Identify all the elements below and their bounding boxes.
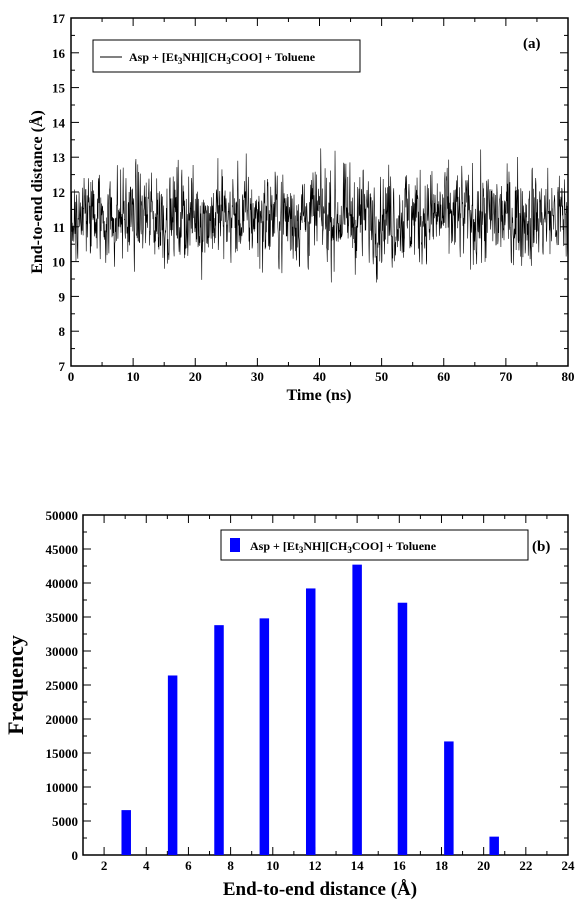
panel-b-x-tick-label: 4: [143, 858, 150, 873]
panel-a-x-tick-label: 40: [313, 369, 326, 384]
panel-a-x-tick-label: 0: [68, 369, 75, 384]
panel-b-bar: [167, 675, 178, 855]
panel-b-y-tick-label: 20000: [46, 712, 79, 727]
panel-b-bar: [121, 810, 131, 855]
panel-b-bar: [444, 741, 454, 855]
panel-b-x-tick-label: 2: [101, 858, 108, 873]
panel-a-legend-box: [92, 39, 361, 73]
panel-b-y-tick-label: 25000: [46, 678, 79, 693]
panel-b-bar: [214, 625, 224, 855]
panel-b-x-tick-label: 12: [308, 858, 321, 873]
panel-b-y-axis-title: Frequency: [3, 635, 28, 735]
panel-a-y-tick-label: 10: [52, 255, 65, 270]
panel-b-x-tick-label: 22: [519, 858, 532, 873]
panel-a-x-tick-label: 60: [437, 369, 450, 384]
panel-b-label: (b): [532, 539, 550, 555]
panel-b-y-tick-label: 10000: [46, 780, 79, 795]
panel-a-series-line: [70, 148, 569, 283]
panel-a-y-tick-label: 8: [59, 324, 66, 339]
panel-a-x-tick-label: 80: [562, 369, 575, 384]
panel-a-x-tick-label: 30: [251, 369, 264, 384]
panel-b-legend-label: Asp + [Et3NH][CH3COO] + Toluene: [250, 539, 437, 555]
panel-b-y-tick-label: 5000: [52, 814, 78, 829]
panel-b-x-axis-title: End-to-end distance (Å): [223, 879, 417, 900]
panel-a-y-tick-label: 11: [53, 220, 65, 235]
panel-a-legend: Asp + [Et3NH][CH3COO] + Toluene: [92, 39, 361, 73]
panel-b-y-tick-label: 30000: [46, 644, 79, 659]
panel-a-line-series: [70, 148, 569, 283]
panel-b-x-tick-label: 14: [351, 858, 365, 873]
panel-a-ticks: 0 10 20 30 40 50 60 70 80 7 8 9 10 11 12 13 14 15 16 17: [52, 11, 575, 384]
panel-a-y-tick-label: 15: [52, 81, 66, 96]
panel-b-y-tick-label: 45000: [46, 542, 79, 557]
panel-b-bar: [352, 564, 362, 855]
panel-a-y-tick-label: 9: [59, 289, 66, 304]
panel-b-x-tick-label: 6: [185, 858, 192, 873]
panel-a-x-tick-label: 70: [499, 369, 512, 384]
panel-b-x-tick-label: 10: [266, 858, 279, 873]
panel-b-x-tick-label: 20: [477, 858, 490, 873]
panel-b-legend: Asp + [Et3NH][CH3COO] + Toluene: [220, 529, 529, 561]
panel-b-bar: [259, 618, 270, 855]
panel-a-legend-label: Asp + [Et3NH][CH3COO] + Toluene: [129, 50, 316, 66]
panel-b-x-tick-label: 8: [227, 858, 234, 873]
panel-b-y-tick-label: 35000: [46, 610, 79, 625]
panel-b-y-tick-label: 0: [72, 848, 79, 863]
panel-b-plot-frame: [82, 514, 569, 856]
panel-b-ticks: 2 4 6 8 10 12 14 16 18 20 22 2405000100001500020000…: [46, 508, 575, 873]
panel-b-y-tick-label: 40000: [46, 576, 79, 591]
panel-a-y-tick-label: 12: [52, 185, 65, 200]
panel-b-y-tick-label: 15000: [46, 746, 79, 761]
panel-b-bar: [489, 836, 499, 855]
panel-a-y-tick-label: 16: [52, 46, 66, 61]
panel-a-time-series: 0 10 20 30 40 50 60 70 80 7 8 9 10 11 12 13 14 15 16 17 Asp…: [28, 11, 575, 404]
panel-a-x-tick-label: 50: [375, 369, 388, 384]
panel-b-y-tick-label: 50000: [46, 508, 79, 523]
panel-a-x-tick-label: 20: [189, 369, 202, 384]
panel-a-y-tick-label: 13: [52, 150, 66, 165]
panel-a-label: (a): [523, 36, 541, 52]
panel-a-x-axis-title: Time (ns): [286, 387, 351, 404]
panel-b-bars: [121, 564, 499, 855]
panel-b-x-tick-label: 18: [435, 858, 449, 873]
panel-a-y-tick-label: 7: [59, 359, 66, 374]
panel-a-y-tick-label: 17: [52, 11, 66, 26]
panel-b-bar: [305, 588, 316, 855]
panel-a-y-tick-label: 14: [52, 115, 66, 130]
panel-b-bar: [397, 602, 408, 855]
panel-b-x-tick-label: 16: [393, 858, 407, 873]
panel-b-legend-swatch: [230, 538, 240, 552]
panel-b-x-tick-label: 24: [562, 858, 575, 873]
panel-a-x-tick-label: 10: [127, 369, 140, 384]
panel-b-legend-box: [220, 529, 529, 561]
panel-b-histogram: 2 4 6 8 10 12 14 16 18 20 22 2405000100001500020000…: [3, 508, 575, 900]
panel-a-y-axis-title: End-to-end distance (Å): [28, 110, 46, 274]
